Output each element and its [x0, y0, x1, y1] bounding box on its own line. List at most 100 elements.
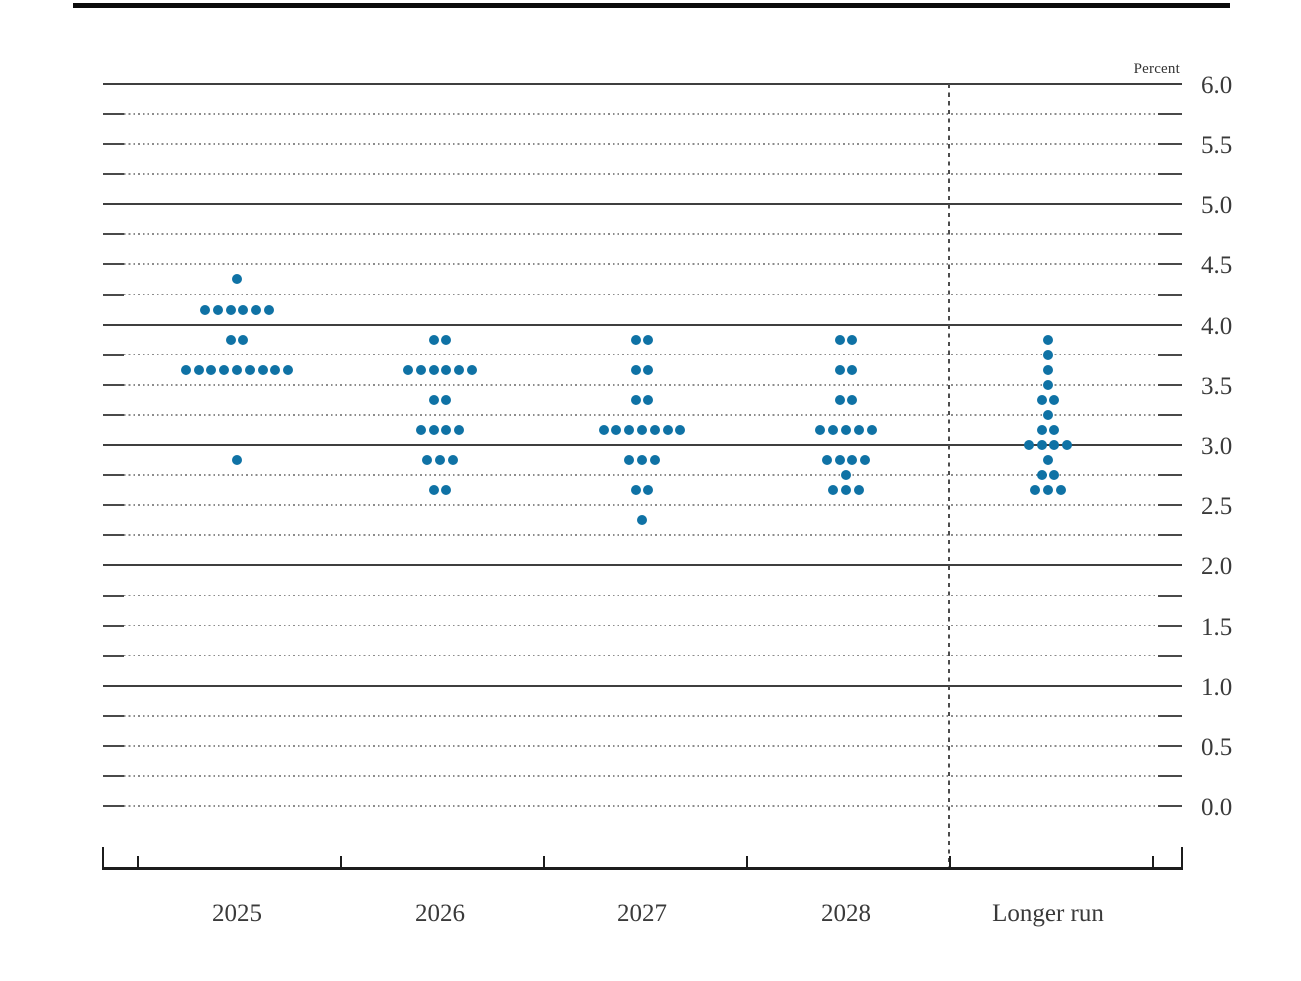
projection-dot	[232, 364, 242, 375]
longer-run-divider	[947, 83, 950, 867]
x-axis-label: 2025	[212, 900, 262, 927]
projection-dot	[441, 485, 452, 496]
projection-dot	[815, 424, 826, 435]
x-axis-end-tick	[102, 847, 105, 867]
gridline-solid	[103, 323, 1182, 326]
gridline-solid	[103, 82, 1182, 85]
projection-dot	[630, 485, 641, 496]
y-grid-left-tick	[103, 504, 124, 507]
y-axis-label: 4.0	[1201, 312, 1233, 340]
projection-dot	[643, 364, 654, 375]
y-axis-label: 0.0	[1201, 794, 1233, 822]
gridline-dotted	[124, 143, 1156, 145]
gridline-dotted	[124, 353, 1156, 356]
projection-dot	[1049, 394, 1060, 405]
y-grid-left-tick	[103, 263, 124, 266]
y-grid-right-tick	[1158, 293, 1182, 296]
projection-dot	[828, 485, 839, 496]
y-axis-label: 4.5	[1201, 252, 1233, 280]
projection-dot	[232, 455, 242, 466]
projection-dot	[454, 364, 465, 375]
projection-dot	[441, 334, 452, 345]
y-grid-right-tick	[1158, 112, 1182, 115]
y-grid-left-tick	[103, 624, 124, 627]
y-grid-left-tick	[103, 534, 124, 537]
projection-dot	[428, 364, 439, 375]
y-axis-label: 2.5	[1201, 493, 1233, 521]
x-axis-label: Longer run	[992, 900, 1104, 927]
y-grid-left-tick	[103, 112, 124, 115]
projection-dot	[467, 364, 477, 375]
gridline-dotted	[124, 714, 1156, 717]
projection-dot	[637, 455, 647, 466]
projection-dot	[225, 304, 236, 315]
gridline-dotted	[124, 805, 1156, 807]
projection-dot	[1036, 440, 1047, 450]
gridline-dotted	[124, 263, 1156, 266]
y-grid-right-tick	[1158, 805, 1182, 808]
projection-dot	[841, 485, 851, 496]
projection-dot	[662, 424, 673, 435]
projection-dot	[637, 515, 647, 526]
projection-dot	[611, 424, 622, 435]
projection-dot	[834, 334, 845, 345]
y-grid-right-tick	[1158, 413, 1182, 416]
projection-dot	[180, 364, 191, 375]
projection-dot	[403, 364, 413, 375]
x-axis-label: 2027	[617, 900, 667, 927]
projection-dot	[428, 485, 439, 496]
gridline-dotted	[124, 654, 1156, 657]
projection-dot	[649, 455, 660, 466]
projection-dot	[1023, 440, 1034, 450]
x-axis-tick	[949, 856, 952, 867]
projection-dot	[630, 334, 641, 345]
projection-dot	[264, 304, 274, 315]
gridline-dotted	[124, 504, 1156, 506]
y-grid-right-tick	[1158, 775, 1182, 778]
projection-dot	[828, 424, 839, 435]
projection-dot	[441, 394, 452, 405]
projection-dot	[1036, 424, 1047, 435]
projection-dot	[847, 364, 858, 375]
projection-dot	[853, 424, 864, 435]
gridline-dotted	[124, 624, 1156, 627]
projection-dot	[649, 424, 660, 435]
gridline-dotted	[124, 383, 1156, 386]
y-axis-label: 5.0	[1201, 192, 1233, 220]
projection-dot	[643, 334, 654, 345]
projection-dot	[1055, 485, 1066, 496]
projection-dot	[841, 470, 851, 481]
y-grid-right-tick	[1158, 594, 1182, 597]
projection-dot	[415, 364, 426, 375]
gridline-dotted	[124, 293, 1156, 296]
y-grid-right-tick	[1158, 534, 1182, 537]
projection-dot	[853, 485, 864, 496]
x-axis-label: 2026	[415, 900, 465, 927]
projection-dot	[598, 424, 609, 435]
projection-dot	[238, 304, 249, 315]
projection-dot	[428, 394, 439, 405]
gridline-dotted	[124, 474, 1156, 476]
y-axis-label: 3.0	[1201, 433, 1233, 460]
projection-dot	[238, 334, 249, 345]
x-axis-tick	[137, 856, 140, 867]
projection-dot	[630, 394, 641, 405]
y-grid-left-tick	[103, 745, 124, 747]
projection-dot	[643, 485, 654, 496]
gridline-dotted	[124, 534, 1156, 537]
y-grid-left-tick	[103, 714, 124, 717]
projection-dot	[834, 394, 845, 405]
y-grid-right-tick	[1158, 654, 1182, 657]
y-grid-left-tick	[103, 805, 124, 808]
y-grid-right-tick	[1158, 263, 1182, 266]
y-axis-label: 1.0	[1201, 673, 1233, 701]
projection-dot	[834, 455, 845, 466]
projection-dot	[251, 304, 262, 315]
y-grid-right-tick	[1158, 624, 1182, 627]
projection-dot	[643, 394, 654, 405]
y-grid-right-tick	[1158, 143, 1182, 145]
projection-dot	[244, 364, 255, 375]
y-grid-left-tick	[103, 233, 124, 236]
y-grid-left-tick	[103, 353, 124, 356]
